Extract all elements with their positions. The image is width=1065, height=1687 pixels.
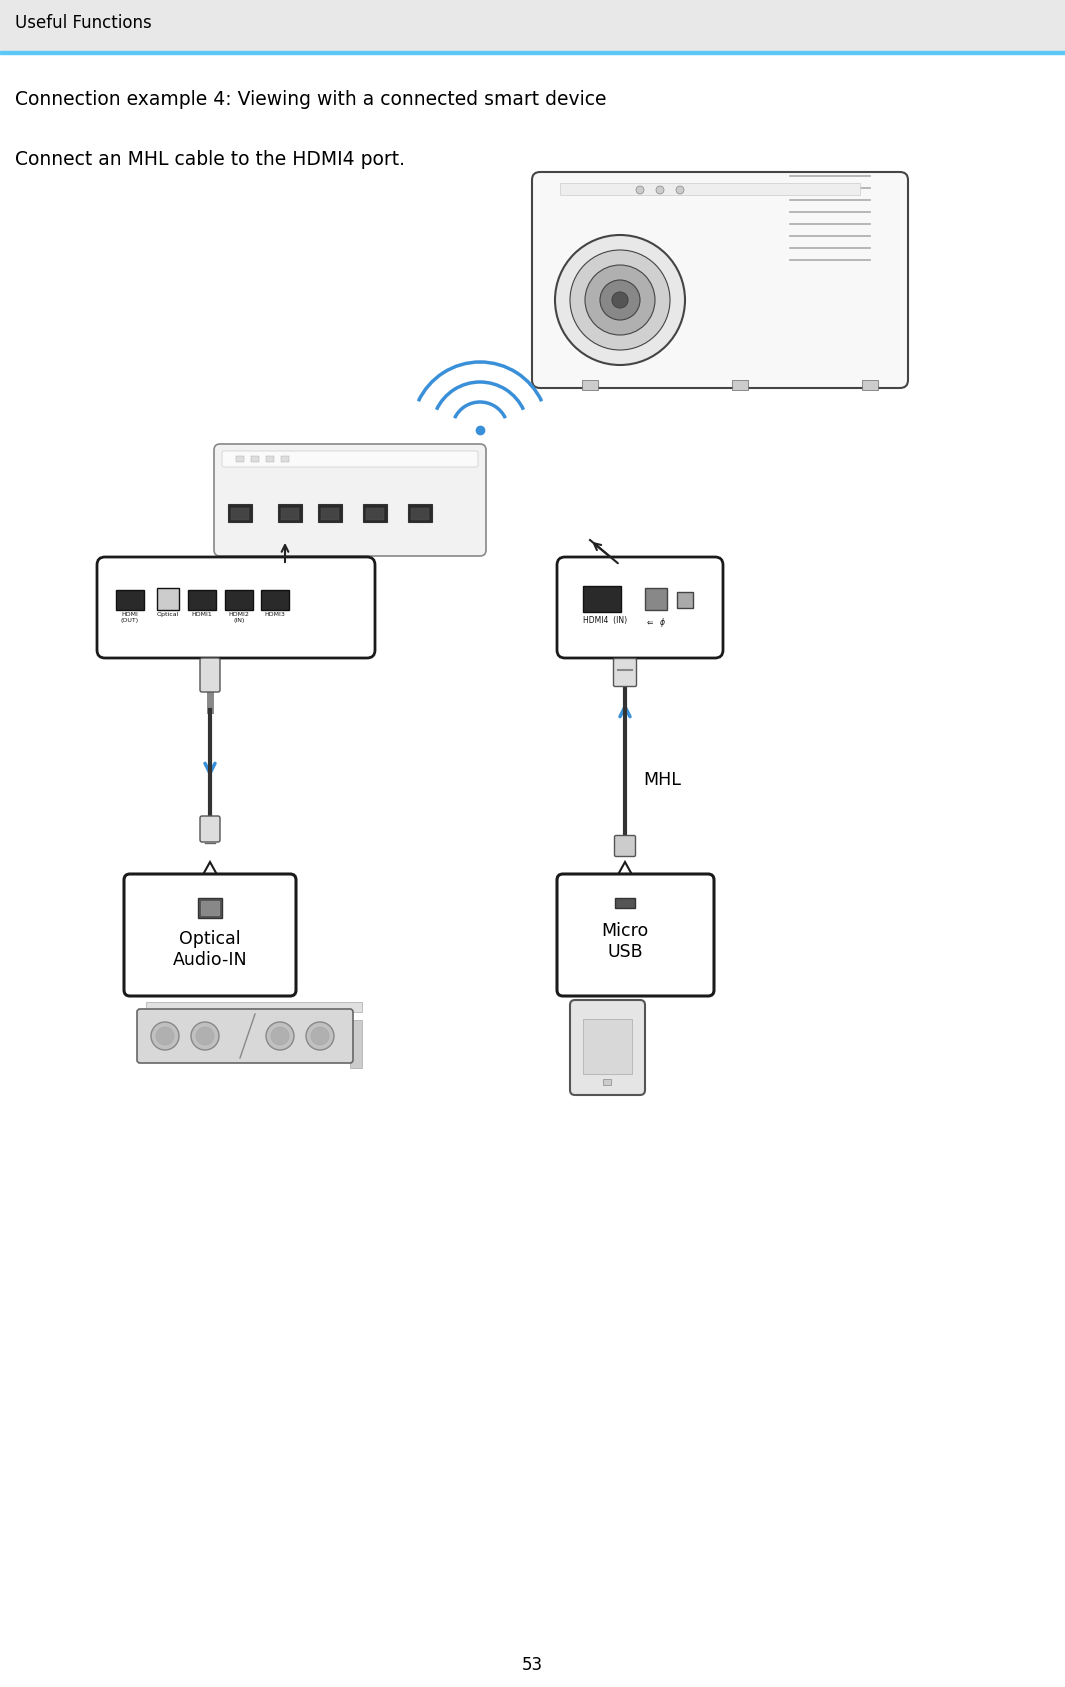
Bar bbox=[581, 380, 599, 390]
Bar bbox=[116, 590, 144, 611]
Circle shape bbox=[311, 1027, 329, 1044]
Bar bbox=[366, 508, 384, 520]
FancyBboxPatch shape bbox=[200, 658, 220, 692]
Bar bbox=[225, 590, 253, 611]
Text: HDMI
(OUT): HDMI (OUT) bbox=[121, 612, 140, 623]
Bar bbox=[228, 504, 252, 521]
Bar bbox=[0, 51, 1065, 54]
Text: Useful Functions: Useful Functions bbox=[15, 13, 151, 32]
Bar bbox=[583, 585, 621, 612]
Text: $\Leftarrow$  $\phi$: $\Leftarrow$ $\phi$ bbox=[645, 616, 666, 629]
Circle shape bbox=[196, 1027, 214, 1044]
Bar bbox=[261, 590, 289, 611]
Text: HDMI3: HDMI3 bbox=[264, 612, 285, 617]
Text: HDMI1: HDMI1 bbox=[192, 612, 212, 617]
Circle shape bbox=[600, 280, 640, 321]
Bar bbox=[266, 455, 274, 462]
FancyBboxPatch shape bbox=[124, 874, 296, 995]
Circle shape bbox=[585, 265, 655, 336]
Bar bbox=[189, 590, 216, 611]
FancyBboxPatch shape bbox=[350, 1021, 362, 1068]
FancyBboxPatch shape bbox=[97, 557, 375, 658]
Text: HDMI4  (IN): HDMI4 (IN) bbox=[583, 616, 627, 624]
FancyBboxPatch shape bbox=[557, 557, 723, 658]
Circle shape bbox=[636, 186, 644, 194]
Bar bbox=[281, 508, 299, 520]
Bar bbox=[281, 455, 289, 462]
Bar bbox=[321, 508, 339, 520]
Bar bbox=[236, 455, 244, 462]
Bar bbox=[201, 901, 219, 914]
Bar bbox=[318, 504, 342, 521]
Circle shape bbox=[306, 1022, 334, 1049]
Bar bbox=[645, 589, 667, 611]
Bar bbox=[411, 508, 429, 520]
Bar bbox=[251, 455, 259, 462]
Bar bbox=[408, 504, 432, 521]
FancyBboxPatch shape bbox=[613, 658, 637, 687]
FancyBboxPatch shape bbox=[137, 1009, 353, 1063]
Bar bbox=[231, 508, 249, 520]
Text: Connect an MHL cable to the HDMI4 port.: Connect an MHL cable to the HDMI4 port. bbox=[15, 150, 405, 169]
FancyBboxPatch shape bbox=[615, 835, 636, 857]
FancyBboxPatch shape bbox=[146, 1002, 362, 1012]
Circle shape bbox=[555, 234, 685, 364]
Text: Micro
USB: Micro USB bbox=[602, 923, 649, 962]
Bar bbox=[583, 1019, 632, 1075]
Circle shape bbox=[656, 186, 663, 194]
Polygon shape bbox=[200, 862, 220, 881]
Bar bbox=[198, 897, 222, 918]
Circle shape bbox=[570, 250, 670, 349]
Bar bbox=[0, 0, 1065, 52]
Bar bbox=[363, 504, 387, 521]
Circle shape bbox=[266, 1022, 294, 1049]
Circle shape bbox=[151, 1022, 179, 1049]
Bar bbox=[732, 380, 748, 390]
Bar bbox=[157, 589, 179, 611]
Text: 53: 53 bbox=[522, 1657, 542, 1674]
FancyBboxPatch shape bbox=[214, 444, 486, 557]
Text: MHL: MHL bbox=[643, 771, 681, 790]
Circle shape bbox=[191, 1022, 219, 1049]
Bar bbox=[677, 592, 693, 607]
FancyBboxPatch shape bbox=[532, 172, 908, 388]
Bar bbox=[862, 380, 878, 390]
Bar bbox=[615, 897, 635, 908]
FancyBboxPatch shape bbox=[200, 817, 220, 842]
Bar bbox=[560, 182, 861, 196]
FancyBboxPatch shape bbox=[570, 1000, 645, 1095]
FancyBboxPatch shape bbox=[557, 874, 714, 995]
Text: Optical: Optical bbox=[157, 612, 179, 617]
FancyBboxPatch shape bbox=[222, 450, 478, 467]
Text: HDMI2
(IN): HDMI2 (IN) bbox=[229, 612, 249, 623]
Circle shape bbox=[271, 1027, 289, 1044]
Circle shape bbox=[676, 186, 684, 194]
Circle shape bbox=[155, 1027, 174, 1044]
Bar bbox=[278, 504, 302, 521]
Circle shape bbox=[612, 292, 628, 309]
Text: Connection example 4: Viewing with a connected smart device: Connection example 4: Viewing with a con… bbox=[15, 89, 606, 110]
Polygon shape bbox=[615, 862, 635, 881]
Bar bbox=[603, 1080, 611, 1085]
Text: Optical
Audio-IN: Optical Audio-IN bbox=[173, 930, 247, 968]
